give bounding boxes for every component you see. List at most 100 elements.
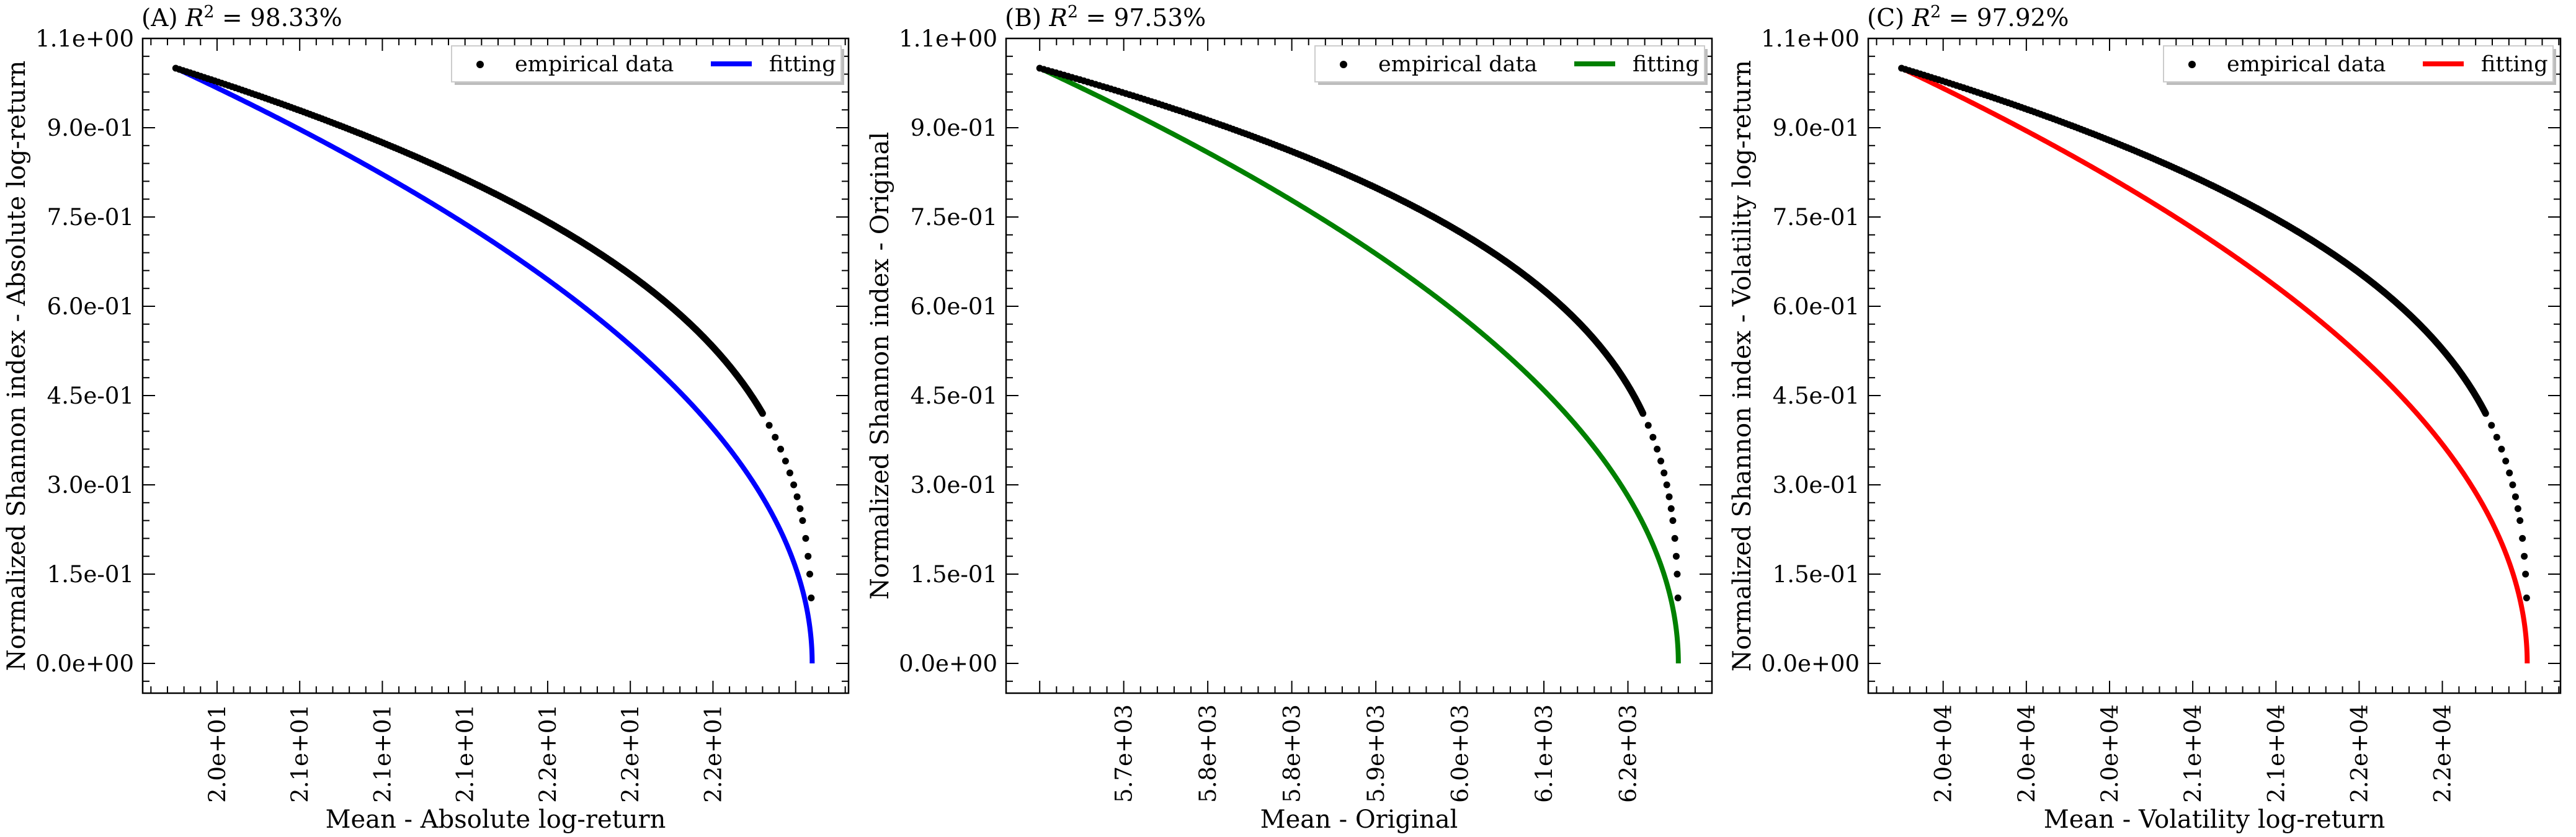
legend-marker-empirical <box>2188 61 2196 68</box>
y-tick-label: 1.1e+00 <box>899 25 997 52</box>
data-point <box>796 505 804 512</box>
x-tick-label: 6.1e+03 <box>1531 704 1558 803</box>
y-axis-label: Normalized Shannon index - Volatility lo… <box>1728 60 1757 671</box>
data-point <box>2506 469 2513 477</box>
legend-box <box>451 45 842 82</box>
x-tick-label: 2.0e+01 <box>204 704 231 803</box>
legend-label-empirical: empirical data <box>1378 52 1537 77</box>
y-tick-label: 7.5e-01 <box>47 204 134 231</box>
data-point <box>802 534 809 542</box>
data-point <box>790 481 798 489</box>
data-point <box>2522 570 2529 578</box>
y-tick-label: 1.1e+00 <box>1761 25 1860 52</box>
y-tick-label: 6.0e-01 <box>1773 293 1860 320</box>
x-tick-label: 2.2e+04 <box>2346 704 2373 803</box>
data-point <box>2523 594 2530 601</box>
data-point <box>2509 481 2516 489</box>
axes-frame <box>141 37 850 694</box>
series-fitting-line <box>1900 66 2530 665</box>
data-point <box>782 458 789 465</box>
y-tick-label: 9.0e-01 <box>911 115 997 141</box>
panel-b: 0.0e+00 1.5e-01 3.0e-01 4.5e-01 6.0e-01 7.5e-… <box>866 2 1713 834</box>
panel-title: (A) R2 = 98.33% <box>141 2 342 32</box>
data-point <box>1663 481 1670 489</box>
x-tick-label: 2.2e+01 <box>700 704 726 803</box>
data-point <box>2502 458 2510 465</box>
x-tick-label: 2.0e+04 <box>2097 704 2123 803</box>
legend-label-fitting: fitting <box>1633 52 1700 77</box>
data-point <box>1674 570 1681 578</box>
data-point <box>799 517 806 525</box>
panel-c: 0.0e+00 1.5e-01 3.0e-01 4.5e-01 6.0e-01 7.5e-… <box>1728 2 2562 834</box>
data-point <box>1639 410 1647 417</box>
x-tick-label: 2.1e+04 <box>2180 704 2206 803</box>
data-point <box>793 493 801 500</box>
legend-box <box>2163 45 2554 82</box>
y-tick-label: 9.0e-01 <box>47 115 134 141</box>
x-axis-label: Mean - Absolute log-return <box>326 805 666 834</box>
y-tick-label: 0.0e+00 <box>899 650 997 677</box>
data-point <box>1667 505 1675 512</box>
y-tick-label: 1.5e-01 <box>47 561 134 588</box>
x-tick-label: 2.2e+01 <box>617 704 644 803</box>
data-point <box>1644 422 1652 429</box>
data-point <box>1674 594 1682 601</box>
panel-title: (B) R2 = 97.53% <box>1005 2 1206 32</box>
plot-area <box>1898 64 2530 665</box>
panel-title: (C) R2 = 97.92% <box>1867 2 2069 32</box>
data-point <box>1665 493 1673 500</box>
y-tick-label: 7.5e-01 <box>1773 204 1860 231</box>
y-tick-label: 4.5e-01 <box>911 383 997 409</box>
y-tick-label: 9.0e-01 <box>1773 115 1860 141</box>
data-point <box>2519 534 2526 542</box>
series-fitting-line <box>174 66 815 665</box>
x-axis-label: Mean - Original <box>1260 805 1458 834</box>
data-point <box>777 445 785 453</box>
y-axis-label: Normalized Shannon index - Absolute log-… <box>2 61 31 671</box>
x-tick-label: 5.8e+03 <box>1195 704 1221 803</box>
data-point <box>1657 458 1665 465</box>
data-point <box>759 410 766 417</box>
legend-marker-empirical <box>1340 61 1347 68</box>
data-point <box>2516 517 2524 525</box>
axes-frame <box>1867 37 2562 694</box>
y-tick-label: 1.1e+00 <box>35 25 134 52</box>
data-point <box>1671 534 1678 542</box>
legend-label-fitting: fitting <box>2481 52 2548 77</box>
data-point <box>786 469 793 477</box>
legend-box <box>1314 45 1705 82</box>
x-tick-label: 2.1e+01 <box>369 704 396 803</box>
x-tick-label: 5.7e+03 <box>1111 704 1138 803</box>
y-tick-label: 1.5e-01 <box>911 561 997 588</box>
data-point <box>1654 445 1661 453</box>
y-tick-label: 1.5e-01 <box>1773 561 1860 588</box>
data-point <box>765 422 773 429</box>
data-point <box>2498 445 2505 453</box>
y-tick-label: 0.0e+00 <box>1761 650 1860 677</box>
x-tick-label: 6.0e+03 <box>1447 704 1474 803</box>
data-point <box>2488 422 2495 429</box>
y-tick-label: 4.5e-01 <box>1773 383 1860 409</box>
plot-area <box>172 64 815 665</box>
data-point <box>2482 410 2489 417</box>
legend: empirical data fitting <box>2163 45 2556 85</box>
plot-area <box>1036 64 1682 665</box>
x-tick-label: 5.8e+03 <box>1279 704 1306 803</box>
data-point <box>2493 433 2500 441</box>
y-tick-label: 3.0e-01 <box>911 472 997 498</box>
x-tick-label: 6.2e+03 <box>1615 704 1642 803</box>
axes-frame <box>1005 37 1713 694</box>
panel-a: 0.0e+00 1.5e-01 3.0e-01 4.5e-01 6.0e-01 7.5e-… <box>2 2 850 834</box>
x-tick-label: 2.0e+04 <box>2013 704 2040 803</box>
x-tick-label: 2.1e+04 <box>2263 704 2289 803</box>
y-tick-label: 6.0e-01 <box>47 293 134 320</box>
y-tick-label: 7.5e-01 <box>911 204 997 231</box>
series-fitting-line <box>1038 66 1681 665</box>
y-tick-label: 3.0e-01 <box>47 472 134 498</box>
data-point <box>772 433 779 441</box>
data-point <box>806 570 813 578</box>
data-point <box>1649 433 1657 441</box>
legend: empirical data fitting <box>1314 45 1708 85</box>
x-tick-label: 2.2e+01 <box>535 704 561 803</box>
